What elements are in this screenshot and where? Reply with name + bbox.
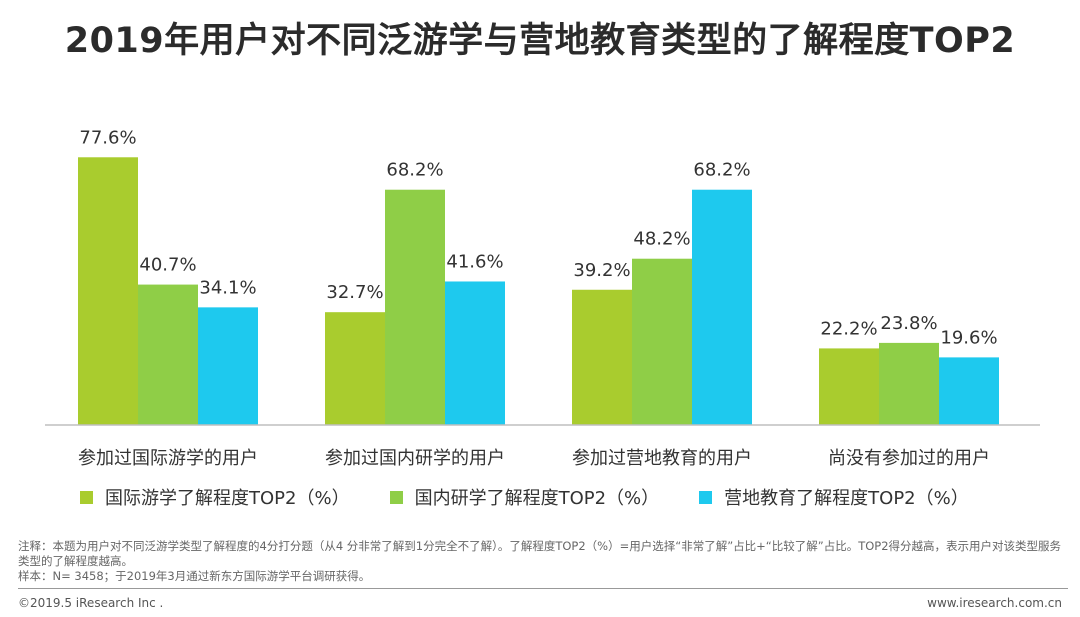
category-label: 参加过国内研学的用户 (325, 448, 505, 469)
bar (879, 342, 939, 425)
legend-swatch (389, 490, 403, 504)
footer-divider (18, 588, 1068, 589)
bar-value-label: 77.6% (79, 127, 136, 148)
bar-value-label: 34.1% (199, 277, 256, 298)
bar (325, 312, 385, 425)
bar-value-label: 39.2% (573, 260, 630, 281)
bar-value-label: 40.7% (139, 255, 196, 276)
category-label: 参加过营地教育的用户 (572, 448, 752, 469)
bar (819, 348, 879, 425)
bar-chart: 77.6% 40.7%34.1% 32.7% 68.2% 41.6% 39.2%48.2%… (45, 127, 1040, 469)
bar (939, 357, 999, 425)
bar (78, 157, 138, 425)
legend-item: 国内研学了解程度TOP2（%） (389, 484, 660, 510)
legend-label: 国际游学了解程度TOP2（%） (105, 488, 350, 509)
bar-value-label: 41.6% (446, 251, 503, 272)
legend: 国际游学了解程度TOP2（%） 国内研学了解程度TOP2（%） 营地教育了解程度… (80, 484, 1040, 510)
bar-value-label: 68.2% (693, 160, 750, 181)
bar (632, 258, 692, 425)
bar (138, 284, 198, 425)
legend-label: 营地教育了解程度TOP2（%） (724, 488, 969, 509)
value-labels-layer: 77.6% 40.7%34.1% 32.7% 68.2% 41.6% 39.2%48.2%… (79, 127, 997, 348)
bar-value-label: 32.7% (326, 282, 383, 303)
chart-title: 2019年用户对不同泛游学与营地教育类型的了解程度TOP2 (64, 21, 1016, 61)
legend-label: 国内研学了解程度TOP2（%） (414, 488, 660, 509)
bar (572, 289, 632, 425)
bar-value-label: 68.2% (386, 160, 443, 181)
bar (692, 189, 752, 425)
category-label: 尚没有参加过的用户 (828, 448, 990, 469)
bar-value-label: 19.6% (940, 327, 997, 348)
legend-item: 国际游学了解程度TOP2（%） (80, 484, 350, 510)
category-labels-layer: 参加过国际游学的用户 参加过国内研学的用户 参加过营地教育的用户 尚没有参加过的用户 (78, 448, 990, 469)
bar-value-label: 22.2% (820, 318, 877, 339)
bar (445, 281, 505, 425)
website-link[interactable]: www.iresearch.com.cn (927, 596, 1062, 610)
bar-value-label: 23.8% (880, 313, 937, 334)
bar (385, 189, 445, 425)
sample-line: 样本：N= 3458；于2019年3月通过新东方国际游学平台调研获得。 (18, 569, 371, 583)
legend-swatch (699, 490, 713, 504)
bar-value-label: 48.2% (633, 229, 690, 250)
legend-item: 营地教育了解程度TOP2（%） (699, 484, 969, 510)
footnote-line: 注释：本题为用户对不同泛游学类型了解程度的4分打分题（从4 分非常了解到1分完全… (18, 539, 1062, 568)
bar (198, 307, 258, 425)
footnote: 注释：本题为用户对不同泛游学类型了解程度的4分打分题（从4 分非常了解到1分完全… (18, 539, 1068, 584)
category-label: 参加过国际游学的用户 (78, 448, 258, 469)
copyright: ©2019.5 iResearch Inc . (18, 596, 164, 610)
bars-layer (78, 157, 999, 425)
legend-swatch (80, 490, 93, 504)
